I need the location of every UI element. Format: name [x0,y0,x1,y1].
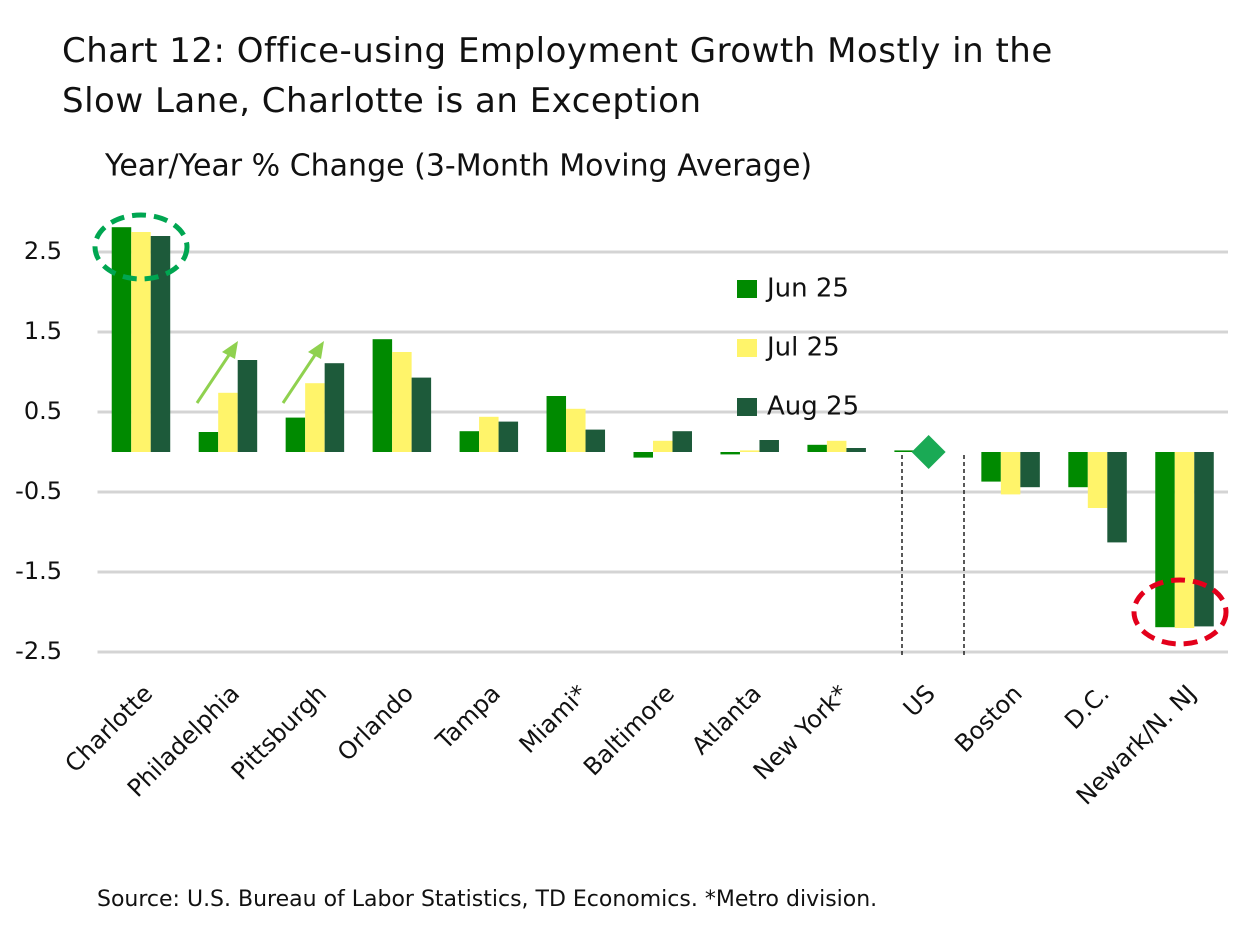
bar [672,431,692,452]
highlight-circle [92,212,190,282]
legend-swatch [737,280,757,298]
bar [981,452,1001,482]
bar [633,452,653,458]
bar [111,227,132,452]
bar [324,363,345,452]
x-tick-label: Baltimore [578,679,680,781]
bar [392,352,412,452]
legend-label: Jul 25 [765,333,840,363]
y-tick-label: -2.5 [15,637,62,665]
y-tick-label: 0.5 [24,397,62,425]
legend-label: Aug 25 [767,392,859,422]
bar [546,396,567,452]
bar [1068,452,1088,488]
bar [479,416,499,452]
x-tick-label: Tampa [430,679,506,755]
bar [566,408,586,452]
trend-arrows [195,341,324,404]
legend-swatch [737,339,757,357]
bar [285,417,306,452]
y-tick-label: 2.5 [24,237,62,265]
bar [1174,452,1195,628]
bar [653,440,673,452]
bar [411,377,432,452]
bar [1107,452,1127,543]
highlight-circle [1131,577,1229,647]
bar [198,432,219,452]
legend-label: Jun 25 [765,274,849,304]
x-tick-label: Boston [949,679,1027,757]
chart-title: Chart 12: Office-using Employment Growth… [62,31,1053,121]
bar [894,450,914,452]
bar [1000,452,1021,495]
bar [1155,452,1175,628]
x-tick-label: US [898,679,941,722]
y-tick-label: -0.5 [15,477,62,505]
bar [826,440,847,452]
bar [237,360,258,452]
y-tick-label: 1.5 [24,317,62,345]
bar [585,429,606,452]
bar [218,392,238,452]
bar [807,444,827,452]
x-tick-label: New York* [748,679,854,785]
bar [150,236,171,452]
x-tick-label: Pittsburgh [226,679,332,785]
bar [759,440,779,452]
bar [131,232,151,452]
x-tick-label: D.C. [1059,679,1115,735]
bar [1194,452,1214,627]
x-tick-label: Miami* [514,679,593,758]
bar [372,339,393,452]
bar [305,383,325,452]
chart-subtitle: Year/Year % Change (3-Month Moving Avera… [104,149,812,184]
x-tick-label: Atlanta [686,679,767,760]
bar [459,431,480,452]
legend-swatch [737,398,757,416]
bar [846,448,866,452]
source-note: Source: U.S. Bureau of Labor Statistics,… [97,887,877,912]
marker [911,435,946,469]
bar [739,450,760,452]
bar [1020,452,1040,488]
bar [498,421,519,452]
bar [1087,452,1108,508]
x-tick-label: Orlando [332,679,419,766]
y-tick-label: -1.5 [15,557,62,585]
bar [720,452,740,455]
